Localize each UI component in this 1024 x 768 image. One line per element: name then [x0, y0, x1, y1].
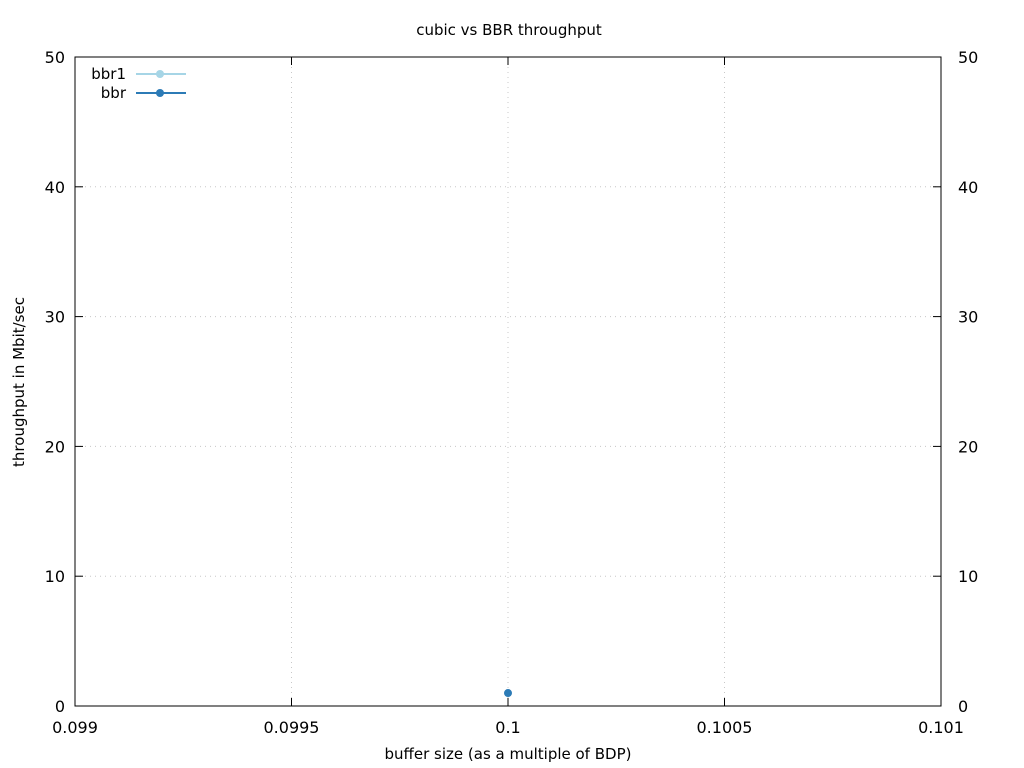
y-axis-label: throughput in Mbit/sec: [10, 297, 28, 467]
y-tick-label-right: 40: [958, 178, 978, 197]
y-tick-label-left: 0: [55, 697, 65, 716]
x-tick-labels: 0.099 0.0995 0.1 0.1005 0.101: [52, 718, 964, 737]
y-tick-labels-right: 0 10 20 30 40 50: [958, 48, 978, 716]
y-tick-labels-left: 0 10 20 30 40 50: [45, 48, 65, 716]
x-tick-label: 0.0995: [264, 718, 320, 737]
y-tick-label-left: 50: [45, 48, 65, 67]
y-tick-label-right: 50: [958, 48, 978, 67]
chart-title: cubic vs BBR throughput: [416, 21, 602, 39]
x-tick-label: 0.1: [495, 718, 520, 737]
y-tick-label-left: 40: [45, 178, 65, 197]
grid: [75, 57, 941, 706]
y-tick-label-right: 30: [958, 308, 978, 327]
plot-frame: [74, 56, 942, 707]
x-tick-label: 0.101: [918, 718, 964, 737]
legend-label-bbr: bbr: [101, 84, 127, 102]
x-tick-label: 0.099: [52, 718, 98, 737]
legend-marker-bbr: [156, 89, 164, 97]
y-tick-label-right: 0: [958, 697, 968, 716]
x-axis-label: buffer size (as a multiple of BDP): [385, 745, 632, 763]
legend-label-bbr1: bbr1: [91, 65, 126, 83]
axis-ticks: [74, 56, 942, 707]
y-tick-label-left: 10: [45, 567, 65, 586]
data-points: [504, 689, 512, 698]
y-tick-label-right: 20: [958, 437, 978, 456]
x-tick-label: 0.1005: [697, 718, 753, 737]
y-tick-label-left: 20: [45, 437, 65, 456]
legend-marker-bbr1: [156, 70, 164, 78]
y-tick-label-left: 30: [45, 308, 65, 327]
data-point-bbr: [504, 689, 512, 698]
y-tick-label-right: 10: [958, 567, 978, 586]
